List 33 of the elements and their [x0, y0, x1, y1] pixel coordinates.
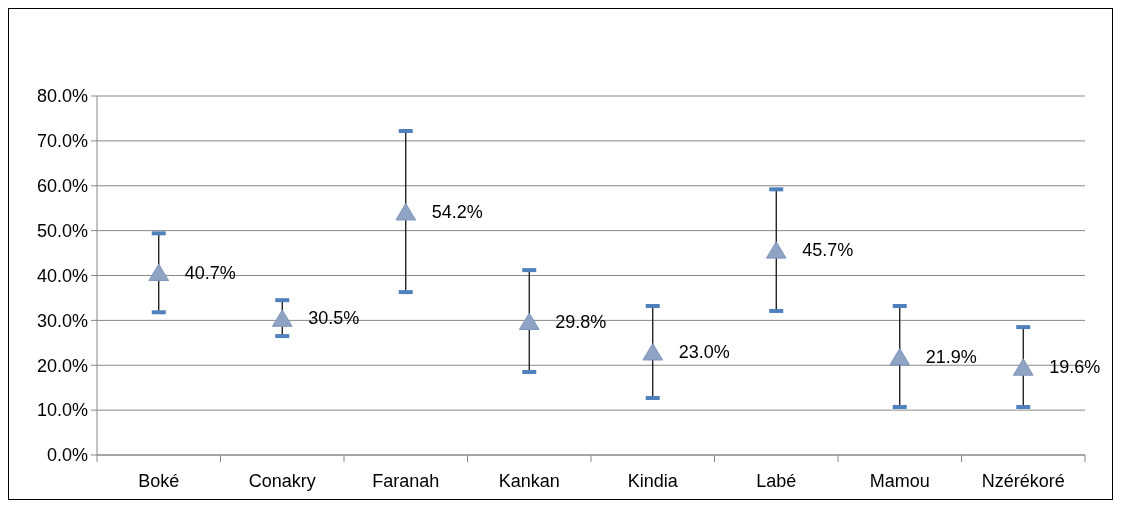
x-tick-label: Conakry [248, 471, 316, 491]
data-label: 23.0% [678, 342, 730, 363]
point [642, 343, 664, 361]
x-tick-label: Boké [138, 471, 180, 491]
y-tick-label: 60.0% [36, 176, 88, 197]
point [518, 312, 540, 330]
data-label: 40.7% [184, 262, 236, 283]
point [1012, 358, 1034, 376]
data-label: 30.5% [308, 308, 360, 329]
y-tick-label: 0.0% [46, 445, 88, 466]
y-tick-label: 70.0% [36, 131, 88, 152]
data-label: 54.2% [431, 202, 483, 223]
data-label: 19.6% [1049, 357, 1101, 378]
x-tick-label: Kindia [627, 471, 679, 491]
y-tick-label: 80.0% [36, 86, 88, 107]
point [765, 241, 787, 259]
x-tick-label: Kankan [498, 471, 560, 491]
y-tick-label: 30.0% [36, 310, 88, 331]
point [889, 348, 911, 366]
data-label: 45.7% [802, 240, 854, 261]
data-label: 29.8% [555, 311, 607, 332]
x-tick-label: Nzérékoré [981, 471, 1065, 491]
point [271, 309, 293, 327]
x-tick-label: Mamou [869, 471, 930, 491]
x-tick-label: Labé [756, 471, 797, 491]
x-tick-label: Faranah [372, 471, 440, 491]
y-tick-label: 10.0% [36, 400, 88, 421]
data-label: 21.9% [925, 347, 977, 368]
y-tick-label: 50.0% [36, 220, 88, 241]
point [148, 263, 170, 282]
y-tick-label: 20.0% [36, 355, 88, 376]
point [395, 203, 417, 221]
y-tick-label: 40.0% [36, 265, 88, 286]
